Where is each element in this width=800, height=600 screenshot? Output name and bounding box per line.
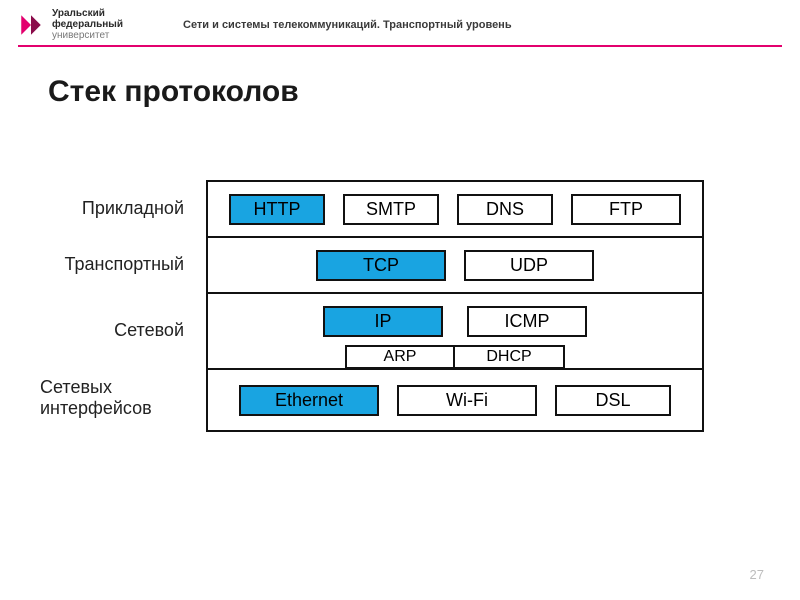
protocol-box-icmp: ICMP <box>467 306 587 337</box>
logo-icon <box>18 12 44 38</box>
stack-layer: HTTP SMTP DNS FTP <box>208 182 702 238</box>
protocol-box-smtp: SMTP <box>343 194 439 225</box>
protocol-box-arp: ARP <box>345 345 455 369</box>
protocol-box-dhcp: DHCP <box>455 345 565 369</box>
protocol-box-udp: UDP <box>464 250 594 281</box>
logo-text: Уральский федеральный университет <box>52 8 123 41</box>
slide-header: Уральский федеральный университет Сети и… <box>0 0 800 45</box>
layer-label: Прикладной <box>40 180 190 236</box>
header-subtitle: Сети и системы телекоммуникаций. Транспо… <box>183 19 512 31</box>
layer-labels-column: ПрикладнойТранспортныйСетевойСетевых инт… <box>40 180 190 432</box>
header-divider <box>18 45 782 47</box>
stack-layer: Ethernet Wi-Fi DSL <box>208 370 702 430</box>
protocol-box-dns: DNS <box>457 194 553 225</box>
protocol-stack: HTTPSMTPDNSFTPTCPUDPIPICMPARPDHCPEtherne… <box>206 180 704 432</box>
stack-layer: TCP UDP <box>208 238 702 294</box>
logo-line2: федеральный <box>52 19 123 30</box>
protocol-box-ftp: FTP <box>571 194 681 225</box>
slide-title: Стек протоколов <box>48 75 800 109</box>
layer-main-row: IP ICMP <box>323 306 587 343</box>
protocol-box-wi-fi: Wi-Fi <box>397 385 537 416</box>
protocol-box-dsl: DSL <box>555 385 671 416</box>
protocol-box-ethernet: Ethernet <box>239 385 379 416</box>
stack-layer: IP ICMP ARPDHCP <box>208 294 702 370</box>
page-number: 27 <box>750 567 764 582</box>
protocol-box-ip: IP <box>323 306 443 337</box>
layer-sub-row: ARPDHCP <box>345 345 565 369</box>
protocol-stack-diagram: ПрикладнойТранспортныйСетевойСетевых инт… <box>40 180 704 432</box>
layer-label: Сетевых интерфейсов <box>40 368 190 428</box>
logo-line3: университет <box>52 30 109 41</box>
logo-line1: Уральский <box>52 8 105 19</box>
protocol-box-tcp: TCP <box>316 250 446 281</box>
layer-label: Транспортный <box>40 236 190 292</box>
protocol-box-http: HTTP <box>229 194 325 225</box>
logo: Уральский федеральный университет <box>18 8 123 41</box>
layer-label: Сетевой <box>40 292 190 368</box>
